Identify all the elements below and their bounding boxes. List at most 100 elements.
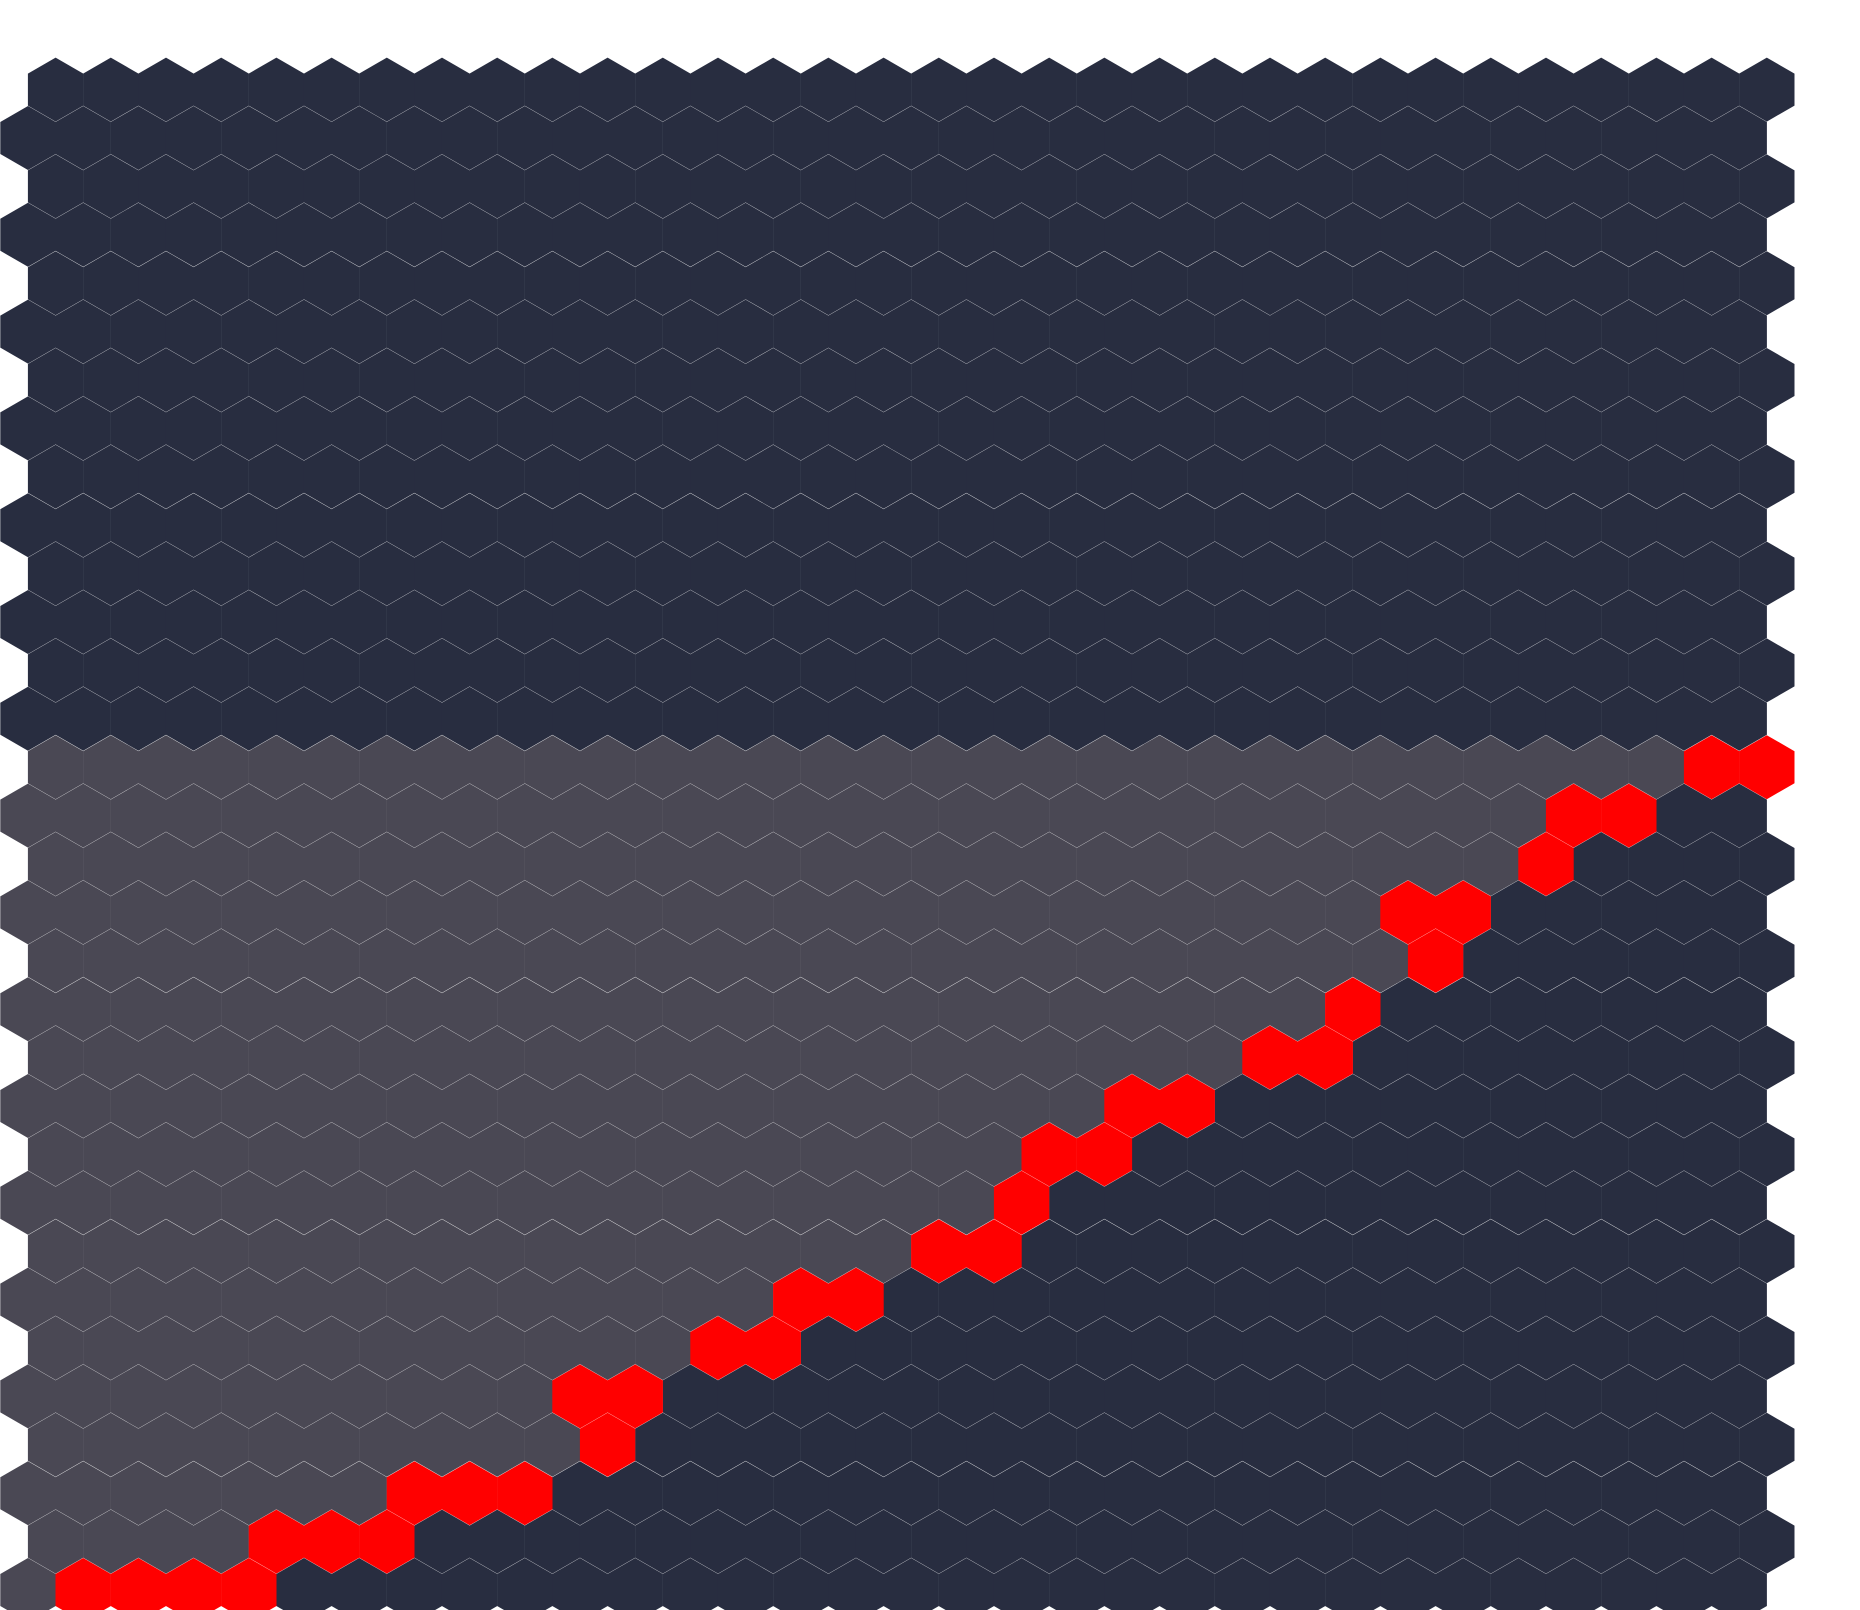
board-cell-lower[interactable] <box>1352 444 1409 509</box>
board-cell-lower[interactable] <box>165 396 222 461</box>
board-cell-lower[interactable] <box>1159 202 1215 267</box>
board-cell-upper[interactable] <box>138 1412 194 1477</box>
board-cell-upper[interactable] <box>690 735 746 800</box>
board-cell-upper[interactable] <box>828 977 884 1042</box>
board-cell-upper[interactable] <box>386 1170 443 1235</box>
board-cell-lower[interactable] <box>1242 348 1298 412</box>
board-cell-upper[interactable] <box>248 1025 305 1090</box>
board-cell-lower[interactable] <box>1049 686 1105 751</box>
board-cell-lower[interactable] <box>1352 1025 1409 1090</box>
board-cell-upper[interactable] <box>1490 783 1547 848</box>
board-cell-lower[interactable] <box>579 1509 636 1574</box>
board-cell-lower[interactable] <box>1049 1558 1105 1610</box>
board-cell-lower[interactable] <box>221 493 277 558</box>
board-cell-lower[interactable] <box>1131 541 1188 606</box>
board-cell-lower[interactable] <box>303 57 360 122</box>
board-cell-lower[interactable] <box>662 299 719 364</box>
path-cell[interactable] <box>1435 880 1491 945</box>
board-cell-upper[interactable] <box>552 783 608 848</box>
board-cell-lower[interactable] <box>414 638 470 703</box>
board-cell-upper[interactable] <box>359 1122 415 1187</box>
board-cell-lower[interactable] <box>966 251 1022 316</box>
board-cell-lower[interactable] <box>1545 106 1602 170</box>
board-cell-lower[interactable] <box>911 1412 967 1477</box>
board-cell-upper[interactable] <box>1242 735 1298 800</box>
board-cell-lower[interactable] <box>1407 444 1464 509</box>
board-cell-lower[interactable] <box>1739 444 1795 509</box>
board-cell-lower[interactable] <box>441 202 498 267</box>
board-cell-lower[interactable] <box>855 1316 912 1380</box>
board-cell-lower[interactable] <box>1076 57 1133 122</box>
board-cell-upper[interactable] <box>27 928 84 993</box>
board-cell-lower[interactable] <box>1021 251 1077 316</box>
board-cell-upper[interactable] <box>386 977 443 1042</box>
board-cell-upper[interactable] <box>138 1219 194 1284</box>
board-cell-lower[interactable] <box>662 1364 719 1429</box>
board-cell-lower[interactable] <box>1463 1219 1519 1284</box>
board-cell-lower[interactable] <box>276 686 332 751</box>
board-cell-lower[interactable] <box>1739 928 1795 993</box>
board-cell-upper[interactable] <box>745 928 801 993</box>
board-cell-upper[interactable] <box>165 783 222 848</box>
board-cell-lower[interactable] <box>386 590 443 654</box>
board-cell-lower[interactable] <box>1518 928 1574 993</box>
path-cell[interactable] <box>110 1558 167 1610</box>
board-cell-lower[interactable] <box>1269 493 1326 558</box>
board-cell-lower[interactable] <box>221 202 277 267</box>
board-cell-lower[interactable] <box>1656 1364 1712 1429</box>
board-cell-upper[interactable] <box>0 1461 56 1526</box>
path-cell[interactable] <box>1242 1025 1298 1090</box>
board-cell-upper[interactable] <box>662 1170 719 1235</box>
board-cell-upper[interactable] <box>745 735 801 800</box>
path-cell[interactable] <box>441 1461 498 1526</box>
board-cell-lower[interactable] <box>1739 57 1795 122</box>
board-cell-lower[interactable] <box>1601 1364 1657 1429</box>
path-cell[interactable] <box>552 1364 608 1429</box>
board-cell-lower[interactable] <box>1131 1412 1188 1477</box>
board-cell-lower[interactable] <box>635 444 691 509</box>
board-cell-lower[interactable] <box>1242 1509 1298 1574</box>
board-cell-lower[interactable] <box>1739 154 1795 219</box>
board-cell-lower[interactable] <box>607 299 663 364</box>
board-cell-lower[interactable] <box>1545 493 1602 558</box>
board-cell-lower[interactable] <box>1049 1461 1105 1526</box>
board-cell-lower[interactable] <box>414 251 470 316</box>
board-cell-lower[interactable] <box>1518 251 1574 316</box>
board-cell-lower[interactable] <box>579 638 636 703</box>
board-cell-lower[interactable] <box>1021 1412 1077 1477</box>
board-cell-upper[interactable] <box>1131 735 1188 800</box>
board-cell-lower[interactable] <box>83 638 139 703</box>
board-cell-lower[interactable] <box>1739 1509 1795 1574</box>
board-cell-lower[interactable] <box>1159 686 1215 751</box>
board-cell-upper[interactable] <box>1049 783 1105 848</box>
board-cell-lower[interactable] <box>1711 1074 1767 1138</box>
board-cell-lower[interactable] <box>1049 1267 1105 1332</box>
board-cell-lower[interactable] <box>331 106 387 170</box>
board-cell-upper[interactable] <box>165 1461 222 1526</box>
board-cell-lower[interactable] <box>1739 1219 1795 1284</box>
board-cell-lower[interactable] <box>83 57 139 122</box>
board-cell-lower[interactable] <box>966 541 1022 606</box>
board-cell-upper[interactable] <box>83 1122 139 1187</box>
board-cell-upper[interactable] <box>331 880 387 945</box>
board-cell-lower[interactable] <box>276 202 332 267</box>
board-cell-lower[interactable] <box>1628 1219 1685 1284</box>
board-cell-upper[interactable] <box>27 1025 84 1090</box>
board-cell-upper[interactable] <box>359 928 415 993</box>
board-cell-upper[interactable] <box>855 735 912 800</box>
board-cell-upper[interactable] <box>552 1074 608 1138</box>
board-cell-lower[interactable] <box>248 251 305 316</box>
board-cell-lower[interactable] <box>607 202 663 267</box>
board-cell-lower[interactable] <box>1435 493 1491 558</box>
board-cell-lower[interactable] <box>911 1316 967 1380</box>
board-cell-lower[interactable] <box>1656 1074 1712 1138</box>
board-cell-lower[interactable] <box>469 348 525 412</box>
board-cell-lower[interactable] <box>1131 1509 1188 1574</box>
board-cell-lower[interactable] <box>27 57 84 122</box>
board-cell-upper[interactable] <box>193 1025 249 1090</box>
board-cell-lower[interactable] <box>690 1412 746 1477</box>
board-cell-lower[interactable] <box>1269 299 1326 364</box>
path-cell[interactable] <box>221 1558 277 1610</box>
board-cell-lower[interactable] <box>800 1316 857 1380</box>
board-cell-lower[interactable] <box>938 1267 995 1332</box>
